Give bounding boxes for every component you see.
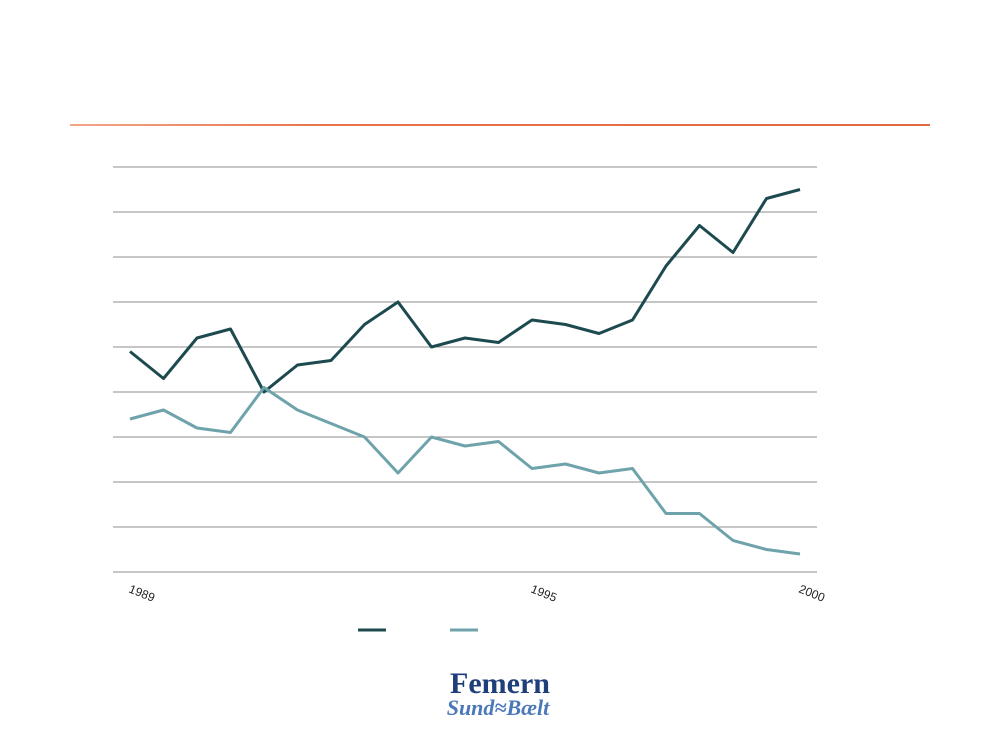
- logo-line2: Sund≈Bælt: [447, 695, 550, 720]
- x-tick-label: 1995: [529, 582, 559, 605]
- x-tick-label: 2000: [797, 582, 827, 605]
- data-line: [129, 188, 801, 394]
- data-line: [129, 386, 801, 556]
- x-tick-label: 1989: [127, 582, 157, 605]
- logo-line1: Femern: [450, 667, 550, 700]
- title-rule: [70, 124, 930, 126]
